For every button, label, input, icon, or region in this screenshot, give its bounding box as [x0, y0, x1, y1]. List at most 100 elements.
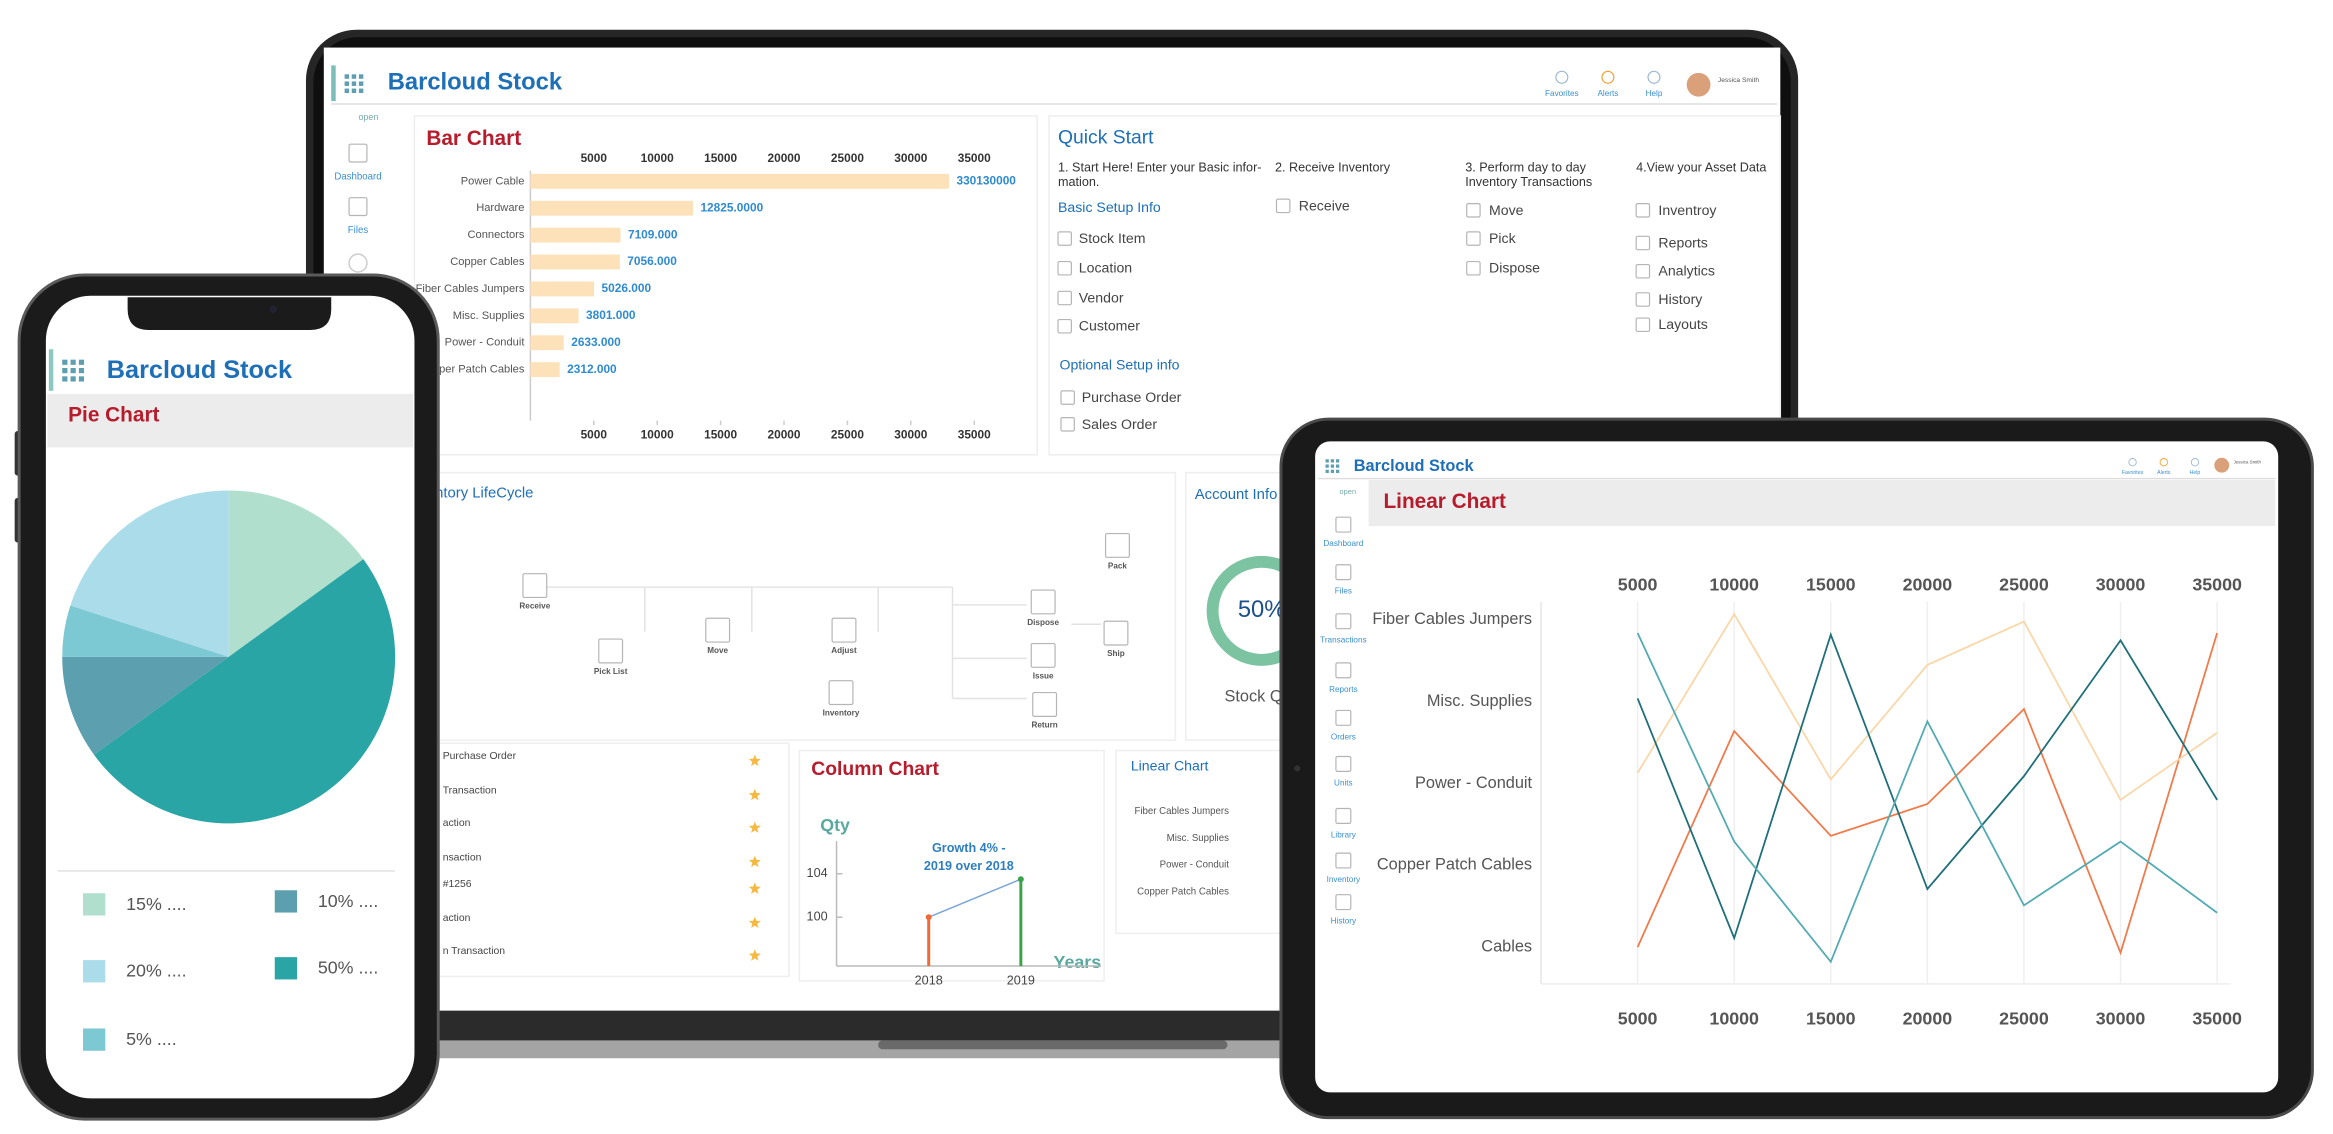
grid-icon [351, 74, 357, 79]
icon [1335, 709, 1352, 726]
grid-icon [1335, 469, 1340, 473]
flow-step: Adjust [831, 646, 857, 655]
icon [1103, 620, 1129, 646]
x-tick-label: 20000 [1903, 574, 1953, 594]
x-tick-label: 10000 [1709, 1008, 1759, 1028]
list-item: action [443, 818, 471, 829]
column [1019, 879, 1023, 967]
y-tick-label: Copper Cables [450, 256, 525, 268]
flow-step: Move [707, 646, 728, 655]
flow-step: Receive [519, 602, 550, 611]
x-tick-label: 25000 [831, 151, 864, 165]
bar [530, 281, 595, 297]
series-line [1636, 612, 2218, 802]
x-tick-label: 10000 [1709, 574, 1759, 594]
link: Pick [1489, 230, 1517, 246]
grid-icon [1335, 464, 1340, 468]
sidebar-item: Units [1334, 778, 1353, 787]
link: Sales Order [1082, 416, 1158, 432]
value-label: 2312.000 [567, 362, 617, 376]
step-text: 2. Receive Inventory [1275, 160, 1391, 174]
axis-label: Copper Patch Cables [1137, 886, 1229, 897]
y-tick-label: Hardware [476, 202, 524, 214]
panel [798, 749, 1105, 982]
sidebar-toggle: open [1340, 487, 1357, 496]
x-tick-label: 15000 [1806, 1008, 1856, 1028]
nav-icon [1647, 70, 1661, 84]
pie-slice [228, 490, 364, 657]
grid-icon [62, 359, 68, 365]
panel-title: Quick Start [1058, 127, 1154, 148]
bar [530, 362, 560, 378]
nav-label: Favorites [2122, 470, 2144, 476]
series-line [1636, 631, 2218, 941]
star [748, 916, 761, 929]
axis-title: Qty [820, 815, 850, 835]
x-tick-label: 20000 [767, 428, 800, 442]
grid-icon [358, 88, 364, 94]
y-tick-label: Fiber Cables Jumpers [416, 283, 525, 295]
pie-slice [62, 605, 229, 657]
icon [1635, 292, 1651, 307]
icon [705, 617, 731, 643]
nav-label: Alerts [1597, 89, 1618, 98]
x-tick-label: 35000 [958, 428, 991, 442]
legend-swatch [274, 890, 298, 913]
legend-swatch [274, 957, 298, 980]
link: Stock Item [1079, 230, 1146, 246]
axis-label: Misc. Supplies [1167, 833, 1229, 844]
icon [1466, 203, 1481, 218]
bar [530, 335, 564, 351]
icon [1635, 203, 1651, 218]
column [927, 917, 931, 967]
sidebar-icon [348, 253, 368, 273]
x-tick-label: 5000 [581, 428, 608, 442]
section-title: Optional Setup info [1059, 356, 1179, 372]
pie-slice [70, 490, 229, 657]
phone-camera [269, 305, 277, 313]
x-tick-label: 5000 [581, 151, 608, 165]
caption: Stock Qty [1224, 687, 1296, 705]
nav-icon [2159, 458, 2168, 467]
list-item: Purchase Order [443, 751, 517, 762]
icon [1335, 613, 1352, 630]
grid-icon [344, 74, 350, 79]
sidebar-item: Dashboard [334, 171, 381, 182]
link: History [1658, 291, 1703, 307]
grid-icon [62, 376, 68, 382]
icon [1335, 564, 1352, 581]
icon [598, 638, 624, 664]
list-item: Transaction [443, 785, 497, 796]
flow-step: Pack [1108, 561, 1128, 570]
trend-line [928, 878, 1022, 918]
icon [1060, 390, 1075, 405]
bar [530, 227, 621, 243]
series-line [1636, 632, 2218, 964]
legend-label: 5% .... [126, 1029, 177, 1049]
grid-icon [70, 376, 76, 382]
value-label: 5026.000 [602, 281, 652, 295]
y-tick-label: Cables [1481, 937, 1532, 955]
app-title: Barcloud Stock [107, 356, 293, 384]
nav-icon [2128, 458, 2137, 467]
link: Location [1079, 260, 1132, 276]
grid-icon [70, 367, 76, 374]
chart-title: Pie Chart [68, 404, 159, 427]
y-tick-label: 104 [807, 866, 828, 880]
link: Layouts [1658, 316, 1707, 332]
link: Purchase Order [1082, 389, 1182, 405]
icon [1635, 235, 1651, 251]
y-tick-label: Fiber Cables Jumpers [1372, 610, 1532, 628]
column-cap [925, 914, 932, 921]
icon [828, 680, 854, 706]
legend-label: 15% .... [126, 894, 186, 914]
accent-bar [331, 65, 336, 102]
link: Customer [1079, 318, 1140, 334]
grid-icon [1325, 459, 1329, 463]
laptop-notch [878, 1040, 1228, 1050]
x-tick-label: 20000 [767, 151, 800, 165]
value-label: 330130000 [956, 173, 1016, 187]
grid-icon [344, 88, 350, 94]
sidebar-item: Inventory [1327, 875, 1361, 884]
